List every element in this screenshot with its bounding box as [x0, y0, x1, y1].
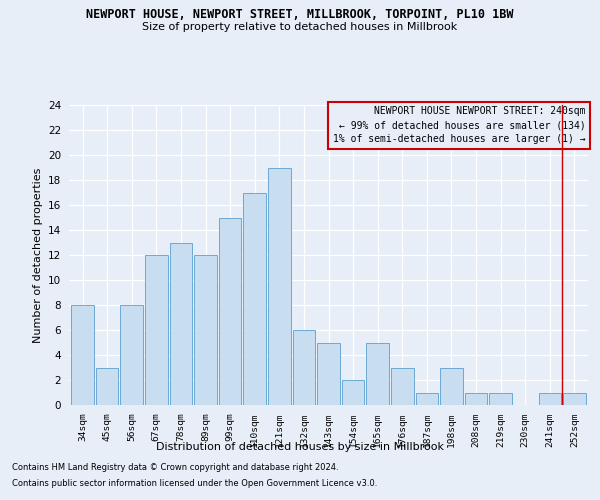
Text: Size of property relative to detached houses in Millbrook: Size of property relative to detached ho… [142, 22, 458, 32]
Bar [244, 192, 266, 405]
Bar [490, 392, 512, 405]
Bar [440, 368, 463, 405]
Bar [342, 380, 364, 405]
Bar [71, 305, 94, 405]
Text: NEWPORT HOUSE NEWPORT STREET: 240sqm
← 99% of detached houses are smaller (134)
: NEWPORT HOUSE NEWPORT STREET: 240sqm ← 9… [333, 106, 586, 144]
Bar [121, 305, 143, 405]
Bar [145, 255, 167, 405]
Bar [219, 218, 241, 405]
Text: NEWPORT HOUSE, NEWPORT STREET, MILLBROOK, TORPOINT, PL10 1BW: NEWPORT HOUSE, NEWPORT STREET, MILLBROOK… [86, 8, 514, 20]
Text: Contains HM Land Registry data © Crown copyright and database right 2024.: Contains HM Land Registry data © Crown c… [12, 464, 338, 472]
Bar [194, 255, 217, 405]
Bar [96, 368, 118, 405]
Text: Contains public sector information licensed under the Open Government Licence v3: Contains public sector information licen… [12, 478, 377, 488]
Bar [317, 342, 340, 405]
Bar [268, 168, 290, 405]
Y-axis label: Number of detached properties: Number of detached properties [32, 168, 43, 342]
Bar [465, 392, 487, 405]
Bar [539, 392, 561, 405]
Bar [367, 342, 389, 405]
Bar [416, 392, 438, 405]
Text: Distribution of detached houses by size in Millbrook: Distribution of detached houses by size … [156, 442, 444, 452]
Bar [391, 368, 413, 405]
Bar [563, 392, 586, 405]
Bar [293, 330, 315, 405]
Bar [170, 242, 192, 405]
